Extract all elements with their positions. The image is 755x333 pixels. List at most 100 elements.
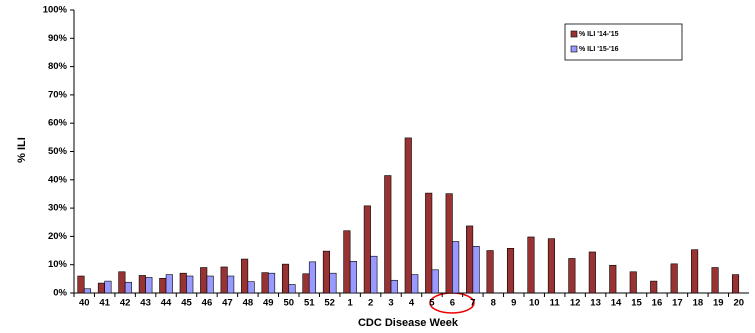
y-tick-label: 40% bbox=[48, 174, 68, 185]
x-tick-label: 19 bbox=[713, 298, 724, 309]
x-tick-label: 44 bbox=[161, 298, 172, 309]
y-tick-label: 30% bbox=[48, 203, 68, 214]
bar bbox=[206, 275, 214, 294]
x-tick-label: 43 bbox=[140, 298, 151, 309]
bar bbox=[568, 258, 576, 294]
bar bbox=[486, 250, 494, 294]
x-tick-label: 8 bbox=[491, 298, 496, 309]
x-tick-label: 40 bbox=[79, 298, 90, 309]
x-tick-label: 52 bbox=[324, 298, 335, 309]
x-tick-label: 16 bbox=[652, 298, 663, 309]
bar bbox=[609, 264, 617, 294]
bar bbox=[288, 284, 296, 294]
bar bbox=[268, 272, 276, 294]
y-tick-label: 70% bbox=[48, 89, 68, 100]
bar bbox=[186, 275, 194, 294]
y-tick-label: 90% bbox=[48, 33, 68, 44]
bar bbox=[83, 288, 92, 294]
legend-label: % ILI '14-'15 bbox=[579, 31, 619, 38]
bar bbox=[329, 272, 337, 294]
bar bbox=[445, 193, 453, 294]
x-axis-title: CDC Disease Week bbox=[358, 317, 459, 329]
bar bbox=[384, 175, 392, 294]
y-tick-label: 20% bbox=[48, 231, 68, 242]
bar bbox=[118, 271, 126, 294]
x-tick-label: 7 bbox=[470, 298, 475, 309]
bar bbox=[227, 275, 235, 294]
x-tick-label: 47 bbox=[222, 298, 233, 309]
x-tick-label: 5 bbox=[429, 298, 435, 309]
bar bbox=[261, 272, 269, 294]
x-tick-label: 12 bbox=[570, 298, 581, 309]
y-tick-label: 10% bbox=[48, 259, 68, 270]
legend-swatch bbox=[570, 45, 578, 53]
x-tick-label: 46 bbox=[202, 298, 213, 309]
bar bbox=[165, 274, 173, 294]
bar bbox=[247, 281, 255, 294]
bar bbox=[200, 267, 208, 294]
bar bbox=[466, 225, 474, 294]
y-tick-label: 80% bbox=[48, 61, 68, 72]
x-tick-label: 14 bbox=[611, 298, 622, 309]
bar bbox=[691, 249, 699, 294]
bar bbox=[472, 246, 480, 294]
bar bbox=[629, 271, 637, 294]
bar bbox=[124, 281, 132, 294]
x-tick-label: 10 bbox=[529, 298, 540, 309]
bar bbox=[97, 282, 105, 294]
x-tick-label: 51 bbox=[304, 298, 315, 309]
x-tick-label: 17 bbox=[672, 298, 683, 309]
y-tick-label: 100% bbox=[43, 5, 68, 16]
bar bbox=[343, 230, 351, 294]
bar bbox=[506, 247, 515, 294]
x-tick-label: 11 bbox=[550, 298, 561, 309]
x-tick-label: 13 bbox=[590, 298, 601, 309]
bar bbox=[425, 192, 433, 294]
x-tick-label: 49 bbox=[263, 298, 274, 309]
bar bbox=[308, 261, 317, 294]
bar bbox=[363, 205, 371, 294]
x-tick-label: 20 bbox=[733, 298, 744, 309]
x-tick-label: 18 bbox=[693, 298, 704, 309]
legend-box bbox=[564, 23, 683, 61]
bar bbox=[547, 238, 555, 294]
bar bbox=[77, 275, 85, 294]
x-tick-label: 4 bbox=[409, 298, 415, 309]
bar bbox=[711, 267, 719, 294]
legend-swatch bbox=[570, 30, 578, 38]
bar bbox=[411, 274, 419, 294]
y-tick-label: 0% bbox=[53, 288, 67, 299]
x-tick-label: 1 bbox=[347, 298, 353, 309]
x-tick-label: 3 bbox=[388, 298, 393, 309]
bar bbox=[670, 263, 678, 294]
bar bbox=[145, 277, 153, 294]
bar bbox=[452, 241, 460, 294]
x-tick-label: 45 bbox=[181, 298, 192, 309]
x-tick-label: 50 bbox=[283, 298, 294, 309]
bar bbox=[104, 280, 112, 294]
bar bbox=[731, 274, 740, 294]
bar bbox=[650, 280, 658, 294]
bar bbox=[349, 261, 357, 294]
bar bbox=[179, 272, 187, 294]
y-axis-title: % ILI bbox=[16, 137, 28, 163]
x-tick-label: 15 bbox=[631, 298, 642, 309]
x-tick-label: 9 bbox=[511, 298, 516, 309]
bar bbox=[138, 275, 146, 294]
bar bbox=[281, 263, 290, 294]
bar bbox=[404, 137, 412, 294]
x-tick-label: 42 bbox=[120, 298, 131, 309]
bar bbox=[220, 266, 228, 294]
bar bbox=[370, 255, 378, 294]
bar bbox=[431, 269, 439, 294]
bar bbox=[390, 279, 398, 294]
x-tick-label: 48 bbox=[243, 298, 254, 309]
y-tick-label: 50% bbox=[48, 146, 68, 157]
bar bbox=[241, 258, 249, 294]
bar bbox=[302, 273, 310, 294]
bar bbox=[322, 250, 330, 294]
y-tick-label: 60% bbox=[48, 118, 68, 129]
bar bbox=[159, 277, 167, 294]
x-tick-label: 6 bbox=[450, 298, 455, 309]
